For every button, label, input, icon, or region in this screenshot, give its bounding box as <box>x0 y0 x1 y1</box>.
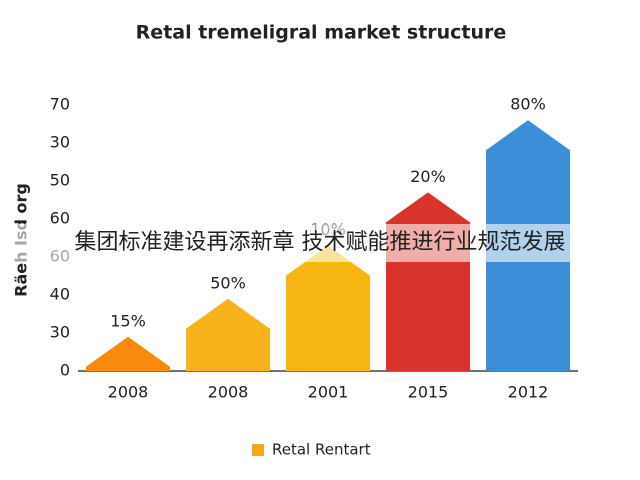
x-tick-label: 2012 <box>508 383 549 402</box>
y-tick-label: 30 <box>50 133 70 152</box>
overlay-band <box>0 224 640 262</box>
overlay-text: 集团标准建设再添新章 技术赋能推进行业规范发展 <box>75 230 566 255</box>
y-tick-label: 50 <box>50 171 70 190</box>
bar <box>86 336 170 371</box>
annotation: 20% <box>410 167 446 186</box>
y-tick-label: 70 <box>50 95 70 114</box>
x-tick-label: 2008 <box>208 383 249 402</box>
x-tick-label: 2015 <box>408 383 449 402</box>
y-tick-label: 30 <box>50 323 70 342</box>
y-tick-label: 40 <box>50 285 70 304</box>
annotation: 50% <box>210 273 246 292</box>
bar <box>286 245 370 371</box>
annotation: 80% <box>510 95 546 114</box>
y-tick-label: 0 <box>60 361 70 380</box>
x-tick-label: 2008 <box>108 383 149 402</box>
legend-label: Retal Rentart <box>272 441 371 459</box>
bar <box>186 298 270 371</box>
x-tick-label: 2001 <box>308 383 349 402</box>
chart-title: Retal tremeligral market structure <box>136 22 507 44</box>
legend-swatch <box>252 444 264 456</box>
bar <box>386 192 470 371</box>
annotation: 15% <box>110 311 146 330</box>
y-tick-label: 60 <box>50 209 70 228</box>
